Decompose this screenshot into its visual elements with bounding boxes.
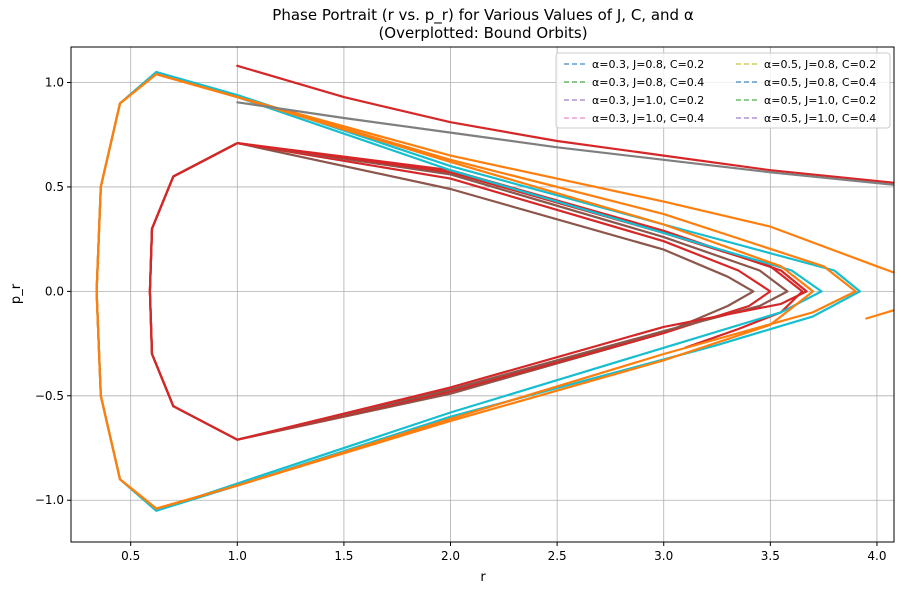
legend-entry-label: α=0.3, J=1.0, C=0.4 xyxy=(592,112,704,125)
series-line-9 xyxy=(95,73,857,510)
x-tick-label: 0.5 xyxy=(121,549,140,563)
y-tick-label: 1.0 xyxy=(45,76,64,90)
y-tick-label: 0.5 xyxy=(45,180,64,194)
x-axis-label: r xyxy=(480,570,486,585)
legend-entry-label: α=0.3, J=1.0, C=0.2 xyxy=(592,94,704,107)
series-line-11 xyxy=(865,309,894,320)
x-tick-label: 3.5 xyxy=(761,549,780,563)
x-tick-label: 4.0 xyxy=(867,549,886,563)
legend: α=0.3, J=0.8, C=0.2 α=0.3, J=0.8, C=0.4 α=… xyxy=(555,52,891,129)
x-tick-label: 1.0 xyxy=(228,549,247,563)
x-tick-label: 3.0 xyxy=(654,549,673,563)
x-tick-label: 1.5 xyxy=(334,549,353,563)
plot-frame xyxy=(70,46,895,543)
y-axis-label: p_r xyxy=(9,283,24,304)
legend-entry-label: α=0.3, J=0.8, C=0.4 xyxy=(592,76,704,89)
series-line-12 xyxy=(236,64,894,184)
series-layer xyxy=(95,64,894,512)
x-tick-label: 2.5 xyxy=(548,549,567,563)
y-tick-label: 0.0 xyxy=(45,284,64,298)
x-tick-label: 2.0 xyxy=(441,549,460,563)
series-line-13 xyxy=(236,101,894,186)
x-ticks: 0.5 1.0 1.5 2.0 2.5 3.0 3.5 4.0 xyxy=(121,542,886,563)
chart-subtitle: (Overplotted: Bound Orbits) xyxy=(378,24,587,42)
legend-entry-label: α=0.3, J=0.8, C=0.2 xyxy=(592,58,704,71)
legend-entry-label: α=0.5, J=1.0, C=0.4 xyxy=(764,112,876,125)
y-tick-label: −0.5 xyxy=(35,389,64,403)
series-line-5 xyxy=(236,142,804,349)
chart-title: Phase Portrait (r vs. p_r) for Various V… xyxy=(272,6,694,25)
legend-entry-label: α=0.5, J=0.8, C=0.4 xyxy=(764,76,876,89)
legend-entry-label: α=0.5, J=1.0, C=0.2 xyxy=(764,94,876,107)
y-ticks: −1.0 −0.5 0.0 0.5 1.0 xyxy=(35,76,71,507)
legend-entry-label: α=0.5, J=0.8, C=0.2 xyxy=(764,58,876,71)
legend-box xyxy=(555,52,891,129)
y-tick-label: −1.0 xyxy=(35,493,64,507)
series-line-10 xyxy=(155,73,894,274)
